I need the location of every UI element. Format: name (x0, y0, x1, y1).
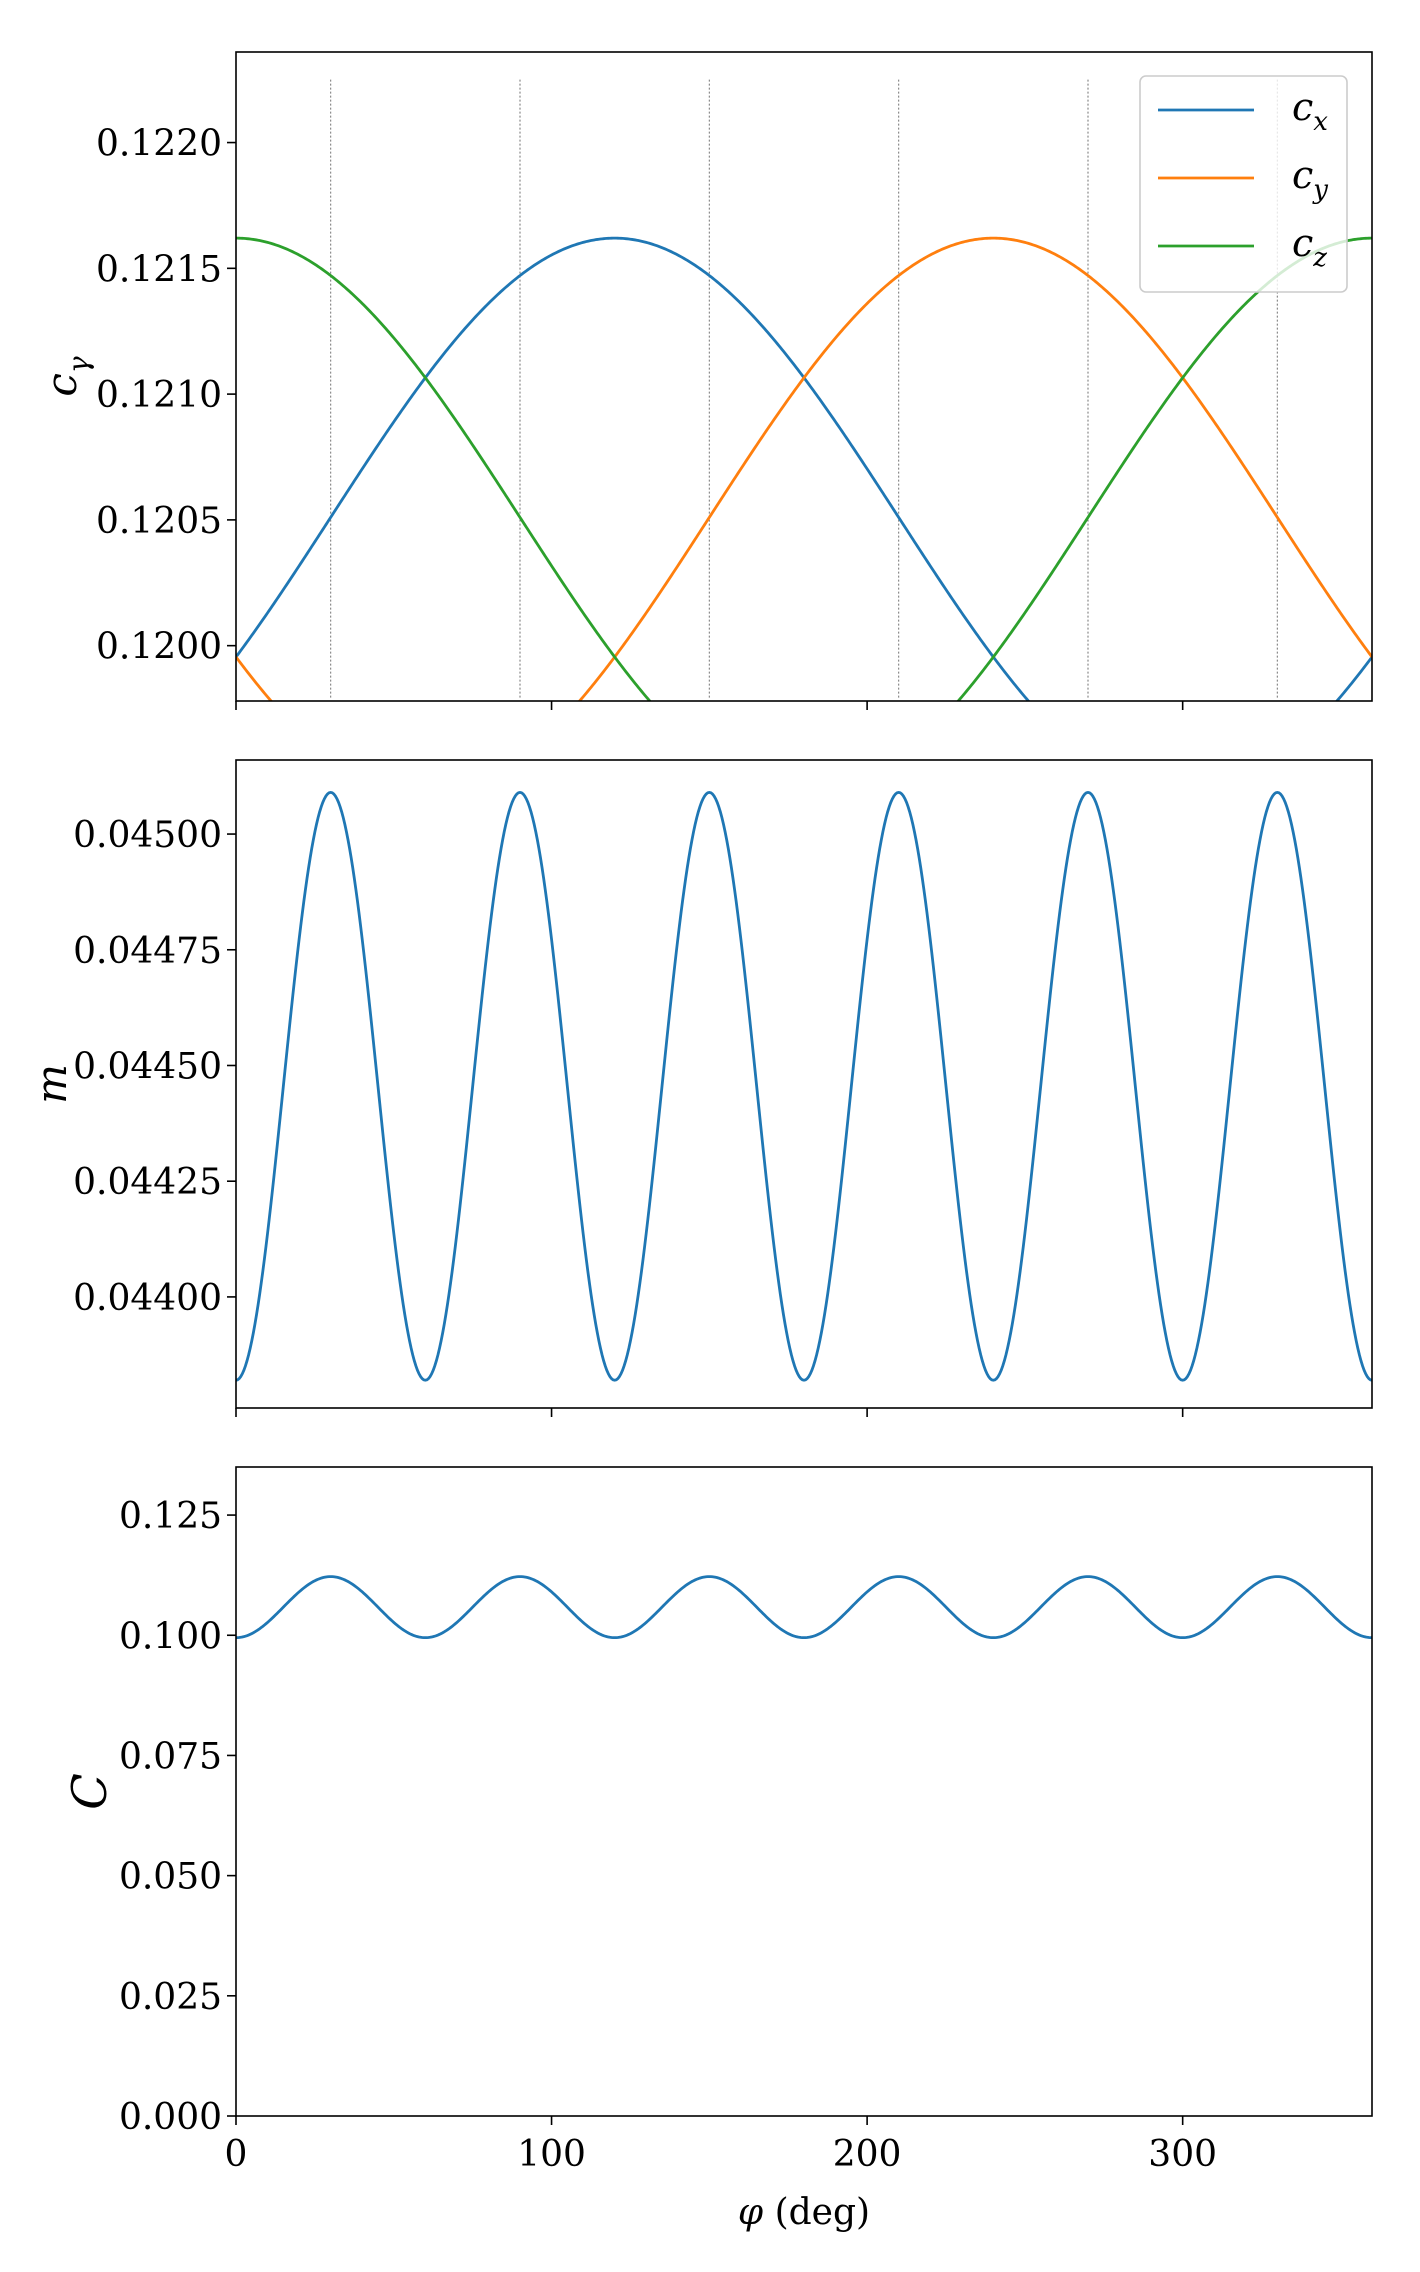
y-axis-label: m (27, 1064, 76, 1104)
panel-1: 0.1200 0.1205 0.1210 0.1215 0.1220 cγ cx cy cz (37, 51, 1373, 710)
series-line-3 (236, 236, 1372, 701)
y-tick-label: 0.025 (119, 1977, 222, 2018)
series-line-1 (236, 1575, 1372, 1640)
y-tick-label: 0.1210 (96, 375, 222, 416)
y-tick-label: 0.100 (119, 1616, 222, 1657)
y-tick-label: 0.075 (119, 1736, 222, 1777)
legend-box (1139, 75, 1348, 293)
y-tick-label: 0.04475 (73, 931, 222, 972)
panel-2: 0.04400 0.04425 0.04450 0.04475 0.04500 m (27, 759, 1373, 1417)
panel-3: 0.000 0.025 0.050 0.075 0.100 0.125 0 100 200 300… (62, 1466, 1373, 2233)
y-tick-label: 0.000 (119, 2097, 222, 2138)
y-tick-label: 0.1205 (96, 501, 222, 542)
legend-label-3: cz (1292, 221, 1327, 273)
y-tick-label: 0.125 (119, 1496, 222, 1537)
x-tick-label: 100 (517, 2134, 586, 2175)
y-tick-label: 0.050 (119, 1857, 222, 1898)
x-tick-label: 0 (225, 2134, 248, 2175)
x-tick-label: 200 (833, 2134, 902, 2175)
x-axis-label: φ (deg) (738, 2192, 870, 2233)
y-axis-label: C (62, 1773, 118, 1810)
y-tick-label: 0.04500 (73, 815, 222, 856)
legend: cx cy cz (1139, 75, 1348, 293)
x-tick-label: 300 (1148, 2134, 1217, 2175)
plot-frame (235, 759, 1373, 1409)
y-tick-label: 0.1215 (96, 249, 222, 290)
legend-label-1: cx (1292, 85, 1328, 137)
y-tick-label: 0.04450 (73, 1046, 222, 1087)
y-tick-label: 0.1200 (96, 627, 222, 668)
plot-frame (235, 1466, 1373, 2117)
y-tick-label: 0.04400 (73, 1278, 222, 1319)
plot-frame (235, 51, 1373, 702)
series-line-1 (236, 790, 1372, 1382)
legend-label-2: cy (1292, 153, 1328, 205)
y-tick-label: 0.1220 (96, 124, 222, 165)
y-axis-label: cγ (37, 356, 95, 397)
y-tick-label: 0.04425 (73, 1162, 222, 1203)
